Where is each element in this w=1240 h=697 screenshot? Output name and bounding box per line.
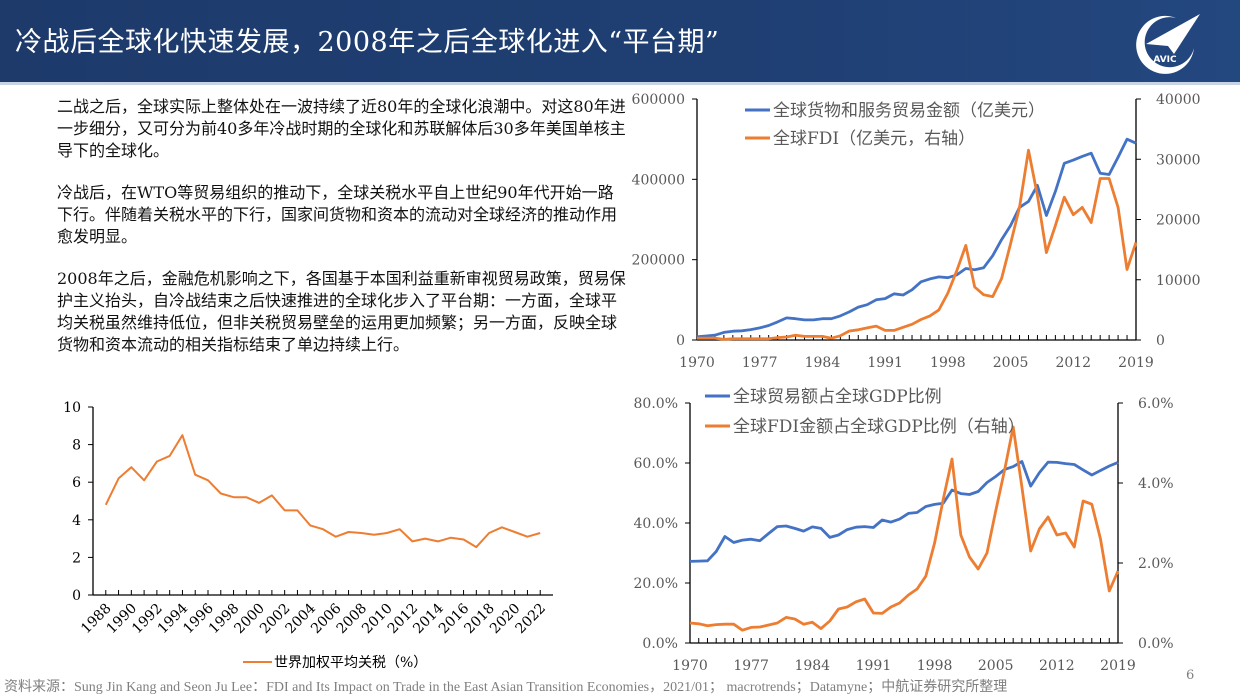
- legend-label: 全球FDI（亿美元，右轴）: [773, 129, 975, 149]
- y2-tick-label: 30000: [1156, 152, 1201, 168]
- x-tick-label: 1998: [917, 658, 953, 674]
- paragraph: 冷战后，在WTO等贸易组织的推动下，全球关税水平自上世纪90年代开始一路下行。伴…: [57, 183, 618, 246]
- y-tick-label: 4: [72, 513, 81, 529]
- y-tick-label: 10: [63, 400, 81, 416]
- series-line-1: [697, 148, 1138, 341]
- y-tick-label: 60.0%: [634, 456, 678, 472]
- y-tick-label: 80.0%: [634, 396, 678, 412]
- paragraph: 二战之后，全球实际上整体处在一波持续了近80年的全球化浪潮中。对这80年进一步细…: [57, 97, 626, 160]
- x-tick-label: 1970: [672, 658, 708, 674]
- x-tick-label: 1998: [930, 355, 966, 371]
- x-tick-label: 2019: [1100, 658, 1136, 674]
- y2-tick-label: 40000: [1156, 92, 1201, 108]
- x-tick-label: 1991: [867, 355, 903, 371]
- x-tick-label: 2022: [513, 601, 550, 638]
- y-tick-label: 200000: [632, 253, 685, 269]
- slide-title: 冷战后全球化快速发展，2008年之后全球化进入“平台期”: [15, 27, 720, 58]
- y2-tick-label: 6.0%: [1138, 396, 1174, 412]
- x-tick-label: 2005: [993, 355, 1029, 371]
- x-tick-label: 2012: [1055, 355, 1091, 371]
- legend-label: 世界加权平均关税（%）: [274, 655, 427, 671]
- y2-tick-label: 0: [1156, 333, 1165, 349]
- source-note: 资料来源：Sung Jin Kang and Seon Ju Lee：FDI a…: [4, 680, 1008, 695]
- y-tick-label: 40.0%: [634, 516, 678, 532]
- legend-label: 全球FDI金额占全球GDP比例（右轴）: [733, 417, 1025, 437]
- legend-label: 全球贸易额占全球GDP比例: [733, 387, 942, 407]
- title-bar: [0, 0, 1240, 82]
- x-tick-label: 2012: [1039, 658, 1075, 674]
- logo-text: AVIC: [1153, 55, 1177, 65]
- y2-tick-label: 20000: [1156, 213, 1201, 229]
- y-tick-label: 8: [72, 438, 81, 454]
- y2-tick-label: 10000: [1156, 273, 1201, 289]
- y-tick-label: 20.0%: [634, 576, 678, 592]
- legend-label: 全球货物和服务贸易金额（亿美元）: [773, 101, 1045, 121]
- series-line-0: [689, 460, 1119, 563]
- x-tick-label: 1977: [742, 355, 778, 371]
- title-divider: [0, 82, 1240, 85]
- y-tick-label: 0: [676, 333, 685, 349]
- avic-logo: AVIC: [1136, 14, 1200, 74]
- y-tick-label: 2: [72, 550, 81, 566]
- body-text: 二战之后，全球实际上整体处在一波持续了近80年的全球化浪潮中。对这80年进一步细…: [57, 96, 627, 376]
- x-tick-label: 1991: [856, 658, 892, 674]
- page-number: 6: [1186, 668, 1195, 683]
- x-tick-label: 1970: [679, 355, 715, 371]
- y-tick-label: 600000: [632, 92, 685, 108]
- y-tick-label: 6: [72, 475, 81, 491]
- y-tick-label: 0.0%: [642, 636, 678, 652]
- y2-tick-label: 2.0%: [1138, 556, 1174, 572]
- x-tick-label: 1984: [794, 658, 830, 674]
- x-tick-label: 1977: [733, 658, 769, 674]
- series-line-0: [104, 434, 541, 549]
- x-tick-label: 2019: [1118, 355, 1154, 371]
- x-tick-label: 2005: [978, 658, 1014, 674]
- x-tick-label: 1984: [805, 355, 841, 371]
- series-line-1: [689, 425, 1120, 632]
- y2-tick-label: 4.0%: [1138, 476, 1174, 492]
- y-tick-label: 400000: [632, 172, 685, 188]
- paragraph: 2008年之后，金融危机影响之下，各国基于本国利益重新审视贸易政策，贸易保护主义…: [57, 269, 626, 354]
- y-tick-label: 0: [72, 588, 81, 604]
- series-line-0: [696, 137, 1137, 339]
- y2-tick-label: 0.0%: [1138, 636, 1174, 652]
